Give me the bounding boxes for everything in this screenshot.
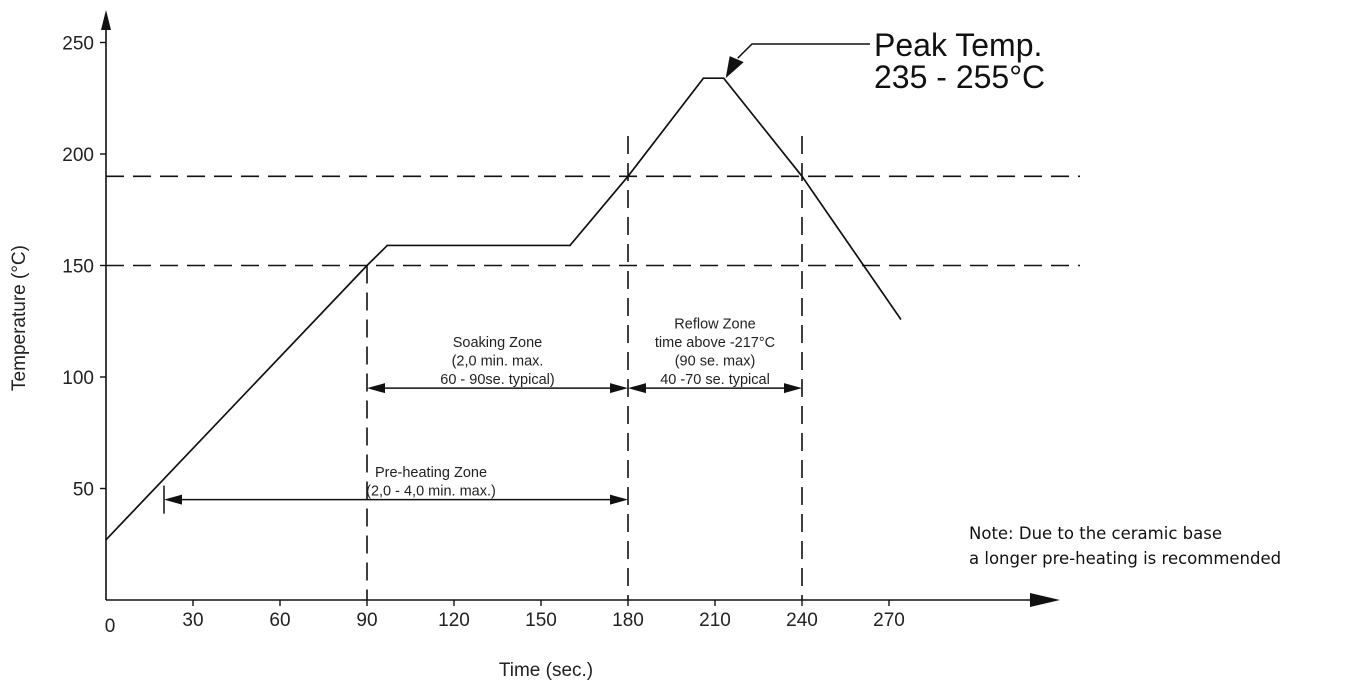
preheating-zone-label-line: (2,0 - 4,0 min. max.) bbox=[366, 484, 496, 500]
temperature-profile-line bbox=[105, 77, 902, 541]
x-tick-label: 0 bbox=[105, 616, 116, 637]
reflow-zone-label-line: Reflow Zone bbox=[674, 317, 755, 333]
profile-point bbox=[801, 175, 803, 178]
zone-annotations: Pre-heating Zone (2,0 - 4,0 min. max.) Soa… bbox=[163, 317, 802, 514]
reference-lines bbox=[106, 136, 1080, 600]
soaking-zone-arrow-arrowhead-left bbox=[367, 383, 385, 394]
axes: 0 30 60 90 120 150 180 210 240 270 50 100 150 200 250 T… bbox=[9, 10, 1060, 681]
series-layer bbox=[105, 77, 902, 541]
y-tick-label: 250 bbox=[62, 34, 94, 55]
y-tick-label: 150 bbox=[62, 257, 94, 278]
note-line: a longer pre-heating is recommended bbox=[969, 549, 1281, 568]
reflow-zone-label-line: time above -217°C bbox=[655, 335, 775, 351]
y-tick-label: 200 bbox=[62, 145, 94, 166]
y-tick-label: 50 bbox=[73, 480, 94, 501]
x-tick-label: 240 bbox=[786, 610, 818, 631]
peak-label-line: Peak Temp. bbox=[874, 27, 1042, 63]
preheating-zone-arrow-arrowhead-right bbox=[610, 494, 628, 505]
x-tick-label: 30 bbox=[182, 610, 203, 631]
soaking-zone-arrow-arrowhead-right bbox=[610, 383, 628, 394]
profile-point bbox=[702, 77, 705, 79]
y-axis-title: Temperature (°C) bbox=[9, 245, 30, 391]
y-axis-arrowhead bbox=[101, 10, 111, 30]
reflow-zone-arrow-arrowhead-right bbox=[784, 383, 802, 394]
reflow-zone-arrow-arrowhead-left bbox=[628, 383, 646, 394]
profile-point bbox=[386, 244, 389, 247]
peak-annotation: Peak Temp.235 - 255°C bbox=[725, 27, 1045, 95]
x-tick-label: 270 bbox=[873, 610, 905, 631]
x-tick-label: 60 bbox=[269, 610, 290, 631]
preheating-zone-label-line: Pre-heating Zone bbox=[375, 465, 487, 481]
y-tick-label: 100 bbox=[62, 368, 94, 389]
x-tick-label: 180 bbox=[612, 610, 644, 631]
profile-point bbox=[627, 175, 629, 178]
x-tick-label: 120 bbox=[438, 610, 470, 631]
reflow-zone-label-line: 40 -70 se. typical bbox=[660, 372, 770, 388]
profile-point bbox=[899, 318, 902, 320]
soaking-zone-label-line: 60 - 90se. typical) bbox=[440, 372, 554, 388]
x-tick-label: 90 bbox=[356, 610, 377, 631]
profile-point bbox=[366, 264, 368, 267]
preheating-zone-arrow-arrowhead-left bbox=[164, 494, 182, 505]
profile-point bbox=[722, 77, 725, 79]
profile-point bbox=[105, 538, 107, 541]
note: Note: Due to the ceramic base a longer pr… bbox=[969, 524, 1281, 568]
peak-leader-line bbox=[737, 43, 870, 59]
soaking-zone-label-line: Soaking Zone bbox=[453, 335, 542, 351]
peak-arrowhead bbox=[725, 56, 744, 79]
soaking-zone-label-line: (2,0 min. max. bbox=[452, 354, 544, 370]
note-line: Note: Due to the ceramic base bbox=[969, 524, 1222, 543]
x-axis-arrowhead bbox=[1030, 593, 1060, 607]
profile-point bbox=[569, 244, 571, 247]
peak-label-line: 235 - 255°C bbox=[874, 59, 1045, 95]
x-axis-title: Time (sec.) bbox=[499, 660, 593, 681]
reflow-zone-label-line: (90 se. max) bbox=[675, 354, 756, 370]
x-tick-label: 150 bbox=[525, 610, 557, 631]
x-tick-label: 210 bbox=[699, 610, 731, 631]
